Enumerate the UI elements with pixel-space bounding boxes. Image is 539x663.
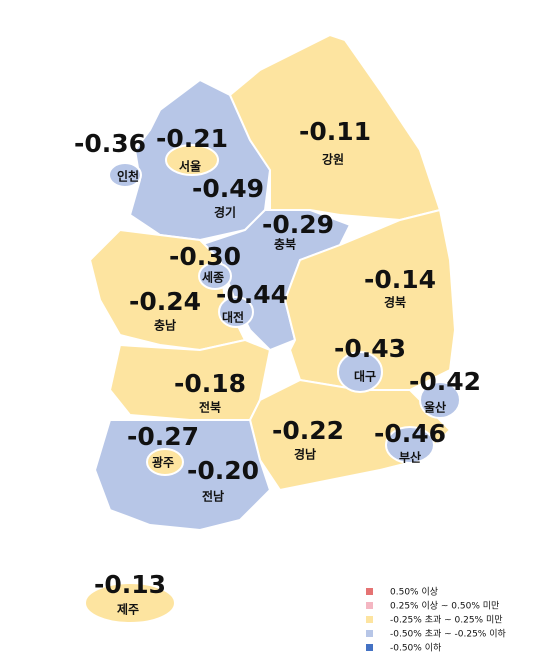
region-name: 강원 — [322, 153, 344, 167]
region-name: 대구 — [354, 370, 376, 384]
region — [283, 208, 457, 391]
legend-swatch — [366, 588, 373, 595]
region-value: -0.43 — [334, 334, 406, 363]
region-name: 세종 — [202, 270, 224, 285]
region-value: -0.18 — [174, 369, 246, 398]
region — [165, 144, 219, 176]
legend-swatch — [366, 630, 373, 637]
region-name: 전남 — [202, 489, 224, 504]
region — [146, 448, 184, 476]
region-value: -0.49 — [192, 174, 264, 203]
region — [385, 426, 435, 464]
legend-label: -0.50% 초과 ~ -0.25% 이하 — [390, 629, 507, 640]
region-value: -0.44 — [216, 280, 288, 309]
legend-label: -0.25% 초과 ~ 0.25% 미만 — [390, 615, 503, 626]
legend-label: 0.50% 이상 — [390, 587, 438, 598]
region-name: 전북 — [199, 400, 221, 415]
region-value: -0.21 — [156, 124, 228, 153]
region-name: 경기 — [214, 205, 236, 220]
legend-label: 0.25% 이상 ~ 0.50% 미만 — [390, 601, 499, 612]
region — [93, 419, 272, 532]
region-value: -0.30 — [169, 242, 241, 271]
region-name: 대전 — [222, 310, 244, 325]
region-value: -0.46 — [374, 419, 446, 448]
region-name: 충북 — [274, 237, 296, 252]
region-value: -0.20 — [187, 456, 259, 485]
region-name: 인천 — [117, 169, 139, 184]
region-value: -0.13 — [94, 570, 166, 599]
region-value: -0.27 — [127, 422, 199, 451]
legend-swatch — [366, 602, 373, 609]
region-value: -0.22 — [272, 416, 344, 445]
region — [419, 381, 461, 419]
region-value: -0.11 — [299, 117, 371, 146]
region-name: 경남 — [294, 447, 316, 462]
legend-swatch — [366, 644, 373, 651]
region-value: -0.42 — [409, 367, 481, 396]
region-value: -0.29 — [262, 210, 334, 239]
region-value: -0.24 — [129, 287, 201, 316]
region — [108, 162, 142, 188]
region — [84, 582, 176, 624]
region-name: 제주 — [117, 603, 139, 617]
region — [218, 296, 254, 328]
region-name: 부산 — [399, 450, 421, 465]
region — [198, 262, 232, 290]
region-value: -0.36 — [74, 129, 146, 158]
region-name: 경북 — [384, 296, 406, 310]
legend-swatch — [366, 616, 373, 623]
legend-label: -0.50% 이하 — [390, 643, 442, 654]
region-name: 울산 — [424, 400, 446, 415]
region-name: 서울 — [179, 159, 201, 174]
region — [337, 351, 383, 393]
region-name: 광주 — [152, 455, 174, 470]
region-name: 충남 — [154, 318, 176, 333]
region-value: -0.14 — [364, 265, 436, 294]
